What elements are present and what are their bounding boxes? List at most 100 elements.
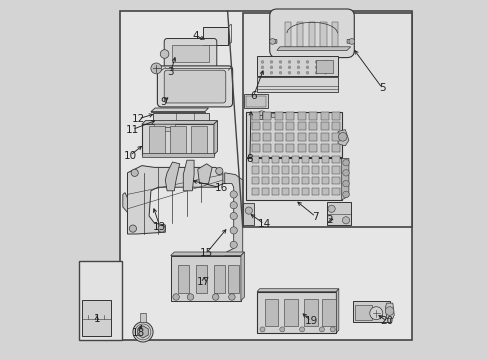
Bar [152, 113, 208, 122]
Circle shape [305, 66, 308, 69]
Bar [308, 22, 314, 47]
Text: 19: 19 [304, 316, 317, 326]
Circle shape [305, 60, 308, 63]
Bar [251, 188, 258, 195]
Circle shape [129, 225, 136, 232]
Polygon shape [336, 289, 338, 333]
Circle shape [230, 241, 237, 248]
Circle shape [151, 63, 162, 74]
Bar [297, 112, 305, 120]
Polygon shape [138, 326, 148, 338]
Circle shape [369, 307, 382, 320]
Bar [291, 156, 299, 163]
Bar [282, 188, 288, 195]
Bar [309, 122, 317, 130]
Circle shape [348, 39, 354, 44]
Circle shape [269, 66, 272, 69]
Bar [243, 203, 254, 225]
Circle shape [342, 217, 349, 224]
Bar [79, 261, 122, 340]
Circle shape [230, 227, 237, 234]
Bar [257, 77, 337, 92]
Bar [246, 96, 265, 107]
Bar [261, 177, 268, 184]
Circle shape [319, 327, 324, 332]
Bar [297, 144, 305, 152]
Text: 9: 9 [160, 96, 166, 107]
Bar [153, 123, 175, 127]
Text: 12: 12 [131, 114, 144, 124]
Polygon shape [122, 193, 127, 212]
Circle shape [296, 60, 299, 63]
Bar [332, 144, 340, 152]
Polygon shape [151, 108, 208, 112]
Text: 20: 20 [379, 316, 392, 326]
Bar [311, 188, 319, 195]
Polygon shape [337, 130, 348, 146]
Circle shape [314, 66, 317, 69]
Bar [291, 188, 299, 195]
Bar [326, 202, 350, 225]
Circle shape [187, 294, 193, 300]
Bar [311, 156, 319, 163]
Polygon shape [166, 56, 167, 59]
Bar [271, 166, 279, 174]
Bar [140, 313, 145, 322]
Bar [257, 56, 337, 76]
Circle shape [260, 327, 264, 332]
Bar [284, 22, 291, 47]
Bar [261, 188, 268, 195]
Bar [320, 122, 328, 130]
Bar [203, 27, 228, 45]
Bar [242, 13, 411, 227]
Bar [251, 166, 258, 174]
Circle shape [342, 159, 348, 166]
Bar [251, 177, 258, 184]
Bar [170, 256, 241, 301]
Bar [285, 122, 294, 130]
Text: 6: 6 [250, 91, 256, 101]
Bar [321, 299, 335, 326]
Circle shape [287, 60, 290, 63]
Bar [170, 126, 185, 153]
Circle shape [342, 180, 348, 187]
Bar [263, 133, 270, 141]
Bar [274, 112, 282, 120]
Bar [271, 177, 279, 184]
Bar [309, 112, 317, 120]
Circle shape [324, 71, 326, 74]
Text: 10: 10 [123, 150, 136, 161]
Bar [332, 112, 340, 120]
Circle shape [279, 66, 282, 69]
Bar [311, 177, 319, 184]
Polygon shape [213, 121, 217, 155]
Polygon shape [142, 121, 217, 124]
Circle shape [314, 60, 317, 63]
Bar [228, 265, 239, 293]
Bar [309, 144, 317, 152]
Bar [246, 158, 341, 200]
Bar [244, 94, 267, 108]
Bar [81, 300, 111, 336]
Bar [320, 112, 328, 120]
Text: 7: 7 [312, 212, 319, 222]
Bar [291, 166, 299, 174]
Polygon shape [346, 40, 352, 43]
Bar [153, 127, 175, 131]
Bar [352, 301, 389, 322]
Bar [172, 45, 208, 62]
FancyBboxPatch shape [157, 66, 232, 107]
Bar [251, 122, 259, 130]
Bar [264, 299, 278, 326]
Circle shape [342, 170, 348, 176]
Bar [322, 166, 329, 174]
Polygon shape [165, 162, 179, 191]
Text: 1: 1 [93, 314, 100, 324]
Bar [251, 112, 259, 120]
Bar [271, 188, 279, 195]
Circle shape [314, 71, 317, 74]
Bar [291, 177, 299, 184]
Circle shape [215, 167, 223, 175]
Bar [320, 22, 326, 47]
Bar [297, 122, 305, 130]
